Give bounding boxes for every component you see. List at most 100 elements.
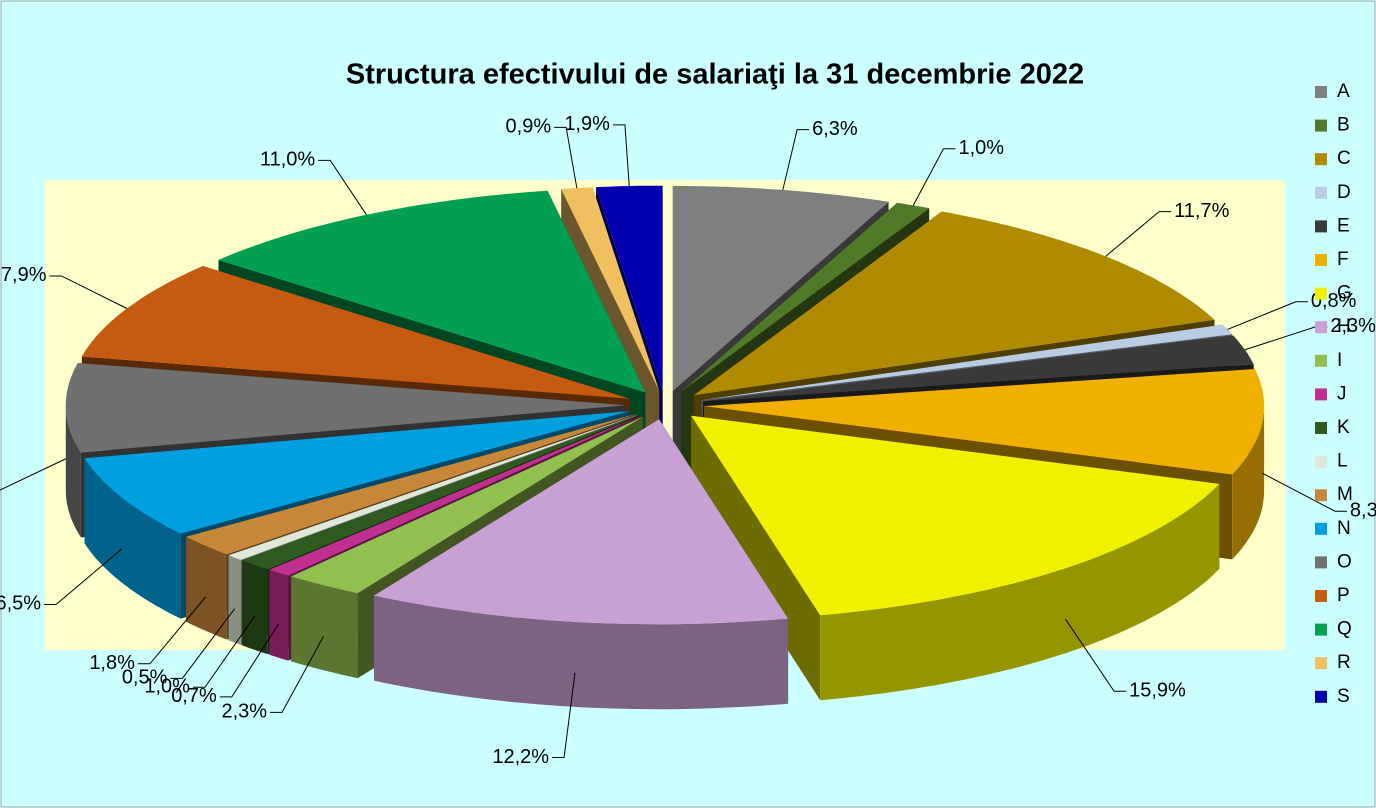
leader-line: [170, 608, 236, 679]
slice: [701, 324, 1233, 401]
slice-side: [228, 555, 241, 645]
legend-swatch: [1315, 287, 1327, 300]
leader-line: [912, 148, 956, 206]
legend-label: E: [1337, 215, 1350, 236]
legend-swatch: [1315, 623, 1327, 636]
slice-side: [84, 458, 181, 619]
leader-line: [137, 596, 207, 665]
pie: [65, 185, 1265, 710]
legend-label: H: [1337, 316, 1351, 337]
slice: [228, 415, 637, 560]
leader-line: [782, 129, 810, 191]
legend-swatch: [1315, 220, 1327, 233]
data-label: 2,3%: [221, 701, 267, 723]
leader-line: [192, 615, 256, 688]
legend-label: J: [1337, 383, 1347, 404]
slice-side: [186, 536, 227, 640]
data-label: 6,5%: [0, 593, 41, 615]
data-label: 6,3%: [812, 118, 858, 140]
legend-label: G: [1337, 283, 1352, 304]
legend-label: C: [1337, 148, 1351, 169]
slice-side: [1232, 406, 1265, 560]
data-label: 0,5%: [122, 667, 168, 689]
slice-side: [291, 576, 358, 679]
legend-swatch: [1315, 354, 1327, 367]
data-label: 7,9%: [1, 264, 47, 286]
legend-swatch: [1315, 690, 1327, 703]
data-label: 1,9%: [564, 113, 610, 135]
legend-swatch: [1315, 186, 1327, 199]
legend-swatch: [1315, 119, 1327, 132]
slice: [291, 416, 643, 594]
slice-side: [269, 569, 289, 661]
leader-line: [554, 126, 578, 189]
legend-swatch: [1315, 489, 1327, 502]
data-label: 1,8%: [89, 652, 135, 674]
data-label: 8,3%: [1350, 500, 1376, 522]
legend-swatch: [1315, 422, 1327, 434]
legend-label: R: [1337, 652, 1351, 673]
slice: [84, 411, 630, 534]
data-label: 12,2%: [492, 746, 549, 768]
labels: 6,3%1,0%11,7%0,8%2,3%8,3%15,9%12,2%2,3%0…: [0, 113, 1376, 768]
slice: [81, 266, 630, 399]
legend-label: M: [1337, 484, 1353, 505]
legend-swatch: [1315, 657, 1327, 670]
legend-swatch: [1315, 321, 1327, 334]
leader-line: [44, 548, 123, 605]
chart-title: Structura efectivului de salariaţi la 31…: [346, 59, 1084, 91]
slice-side: [820, 483, 1220, 701]
leader-line: [0, 458, 67, 491]
slice: [704, 369, 1265, 475]
leader-line: [49, 275, 128, 309]
slice: [374, 419, 789, 625]
legend-swatch: [1315, 455, 1327, 468]
leader-line: [318, 159, 367, 216]
leader-line: [1105, 211, 1172, 257]
slice: [693, 211, 1215, 396]
legend-label: A: [1337, 81, 1350, 102]
slice-side: [65, 405, 81, 538]
leader-line: [219, 623, 280, 698]
leader-line: [270, 636, 324, 713]
data-label: 0,9%: [506, 116, 552, 138]
data-label: 11,7%: [1174, 200, 1229, 222]
legend-swatch: [1315, 86, 1327, 98]
legend-label: N: [1337, 518, 1351, 539]
legend-label: Q: [1337, 619, 1352, 640]
slice: [596, 185, 663, 391]
data-label: 15,9%: [1129, 680, 1186, 702]
slice: [681, 202, 930, 392]
slice: [218, 190, 646, 393]
legend-label: O: [1337, 551, 1352, 572]
data-label: 1,0%: [144, 676, 190, 698]
leader-line: [1262, 472, 1347, 512]
slice: [702, 335, 1254, 402]
data-label: 2,3%: [1330, 315, 1376, 337]
slice-side: [374, 595, 789, 710]
legend-swatch: [1315, 556, 1327, 569]
data-label: 11,0%: [260, 149, 315, 171]
legend-swatch: [1315, 388, 1327, 401]
slice: [65, 363, 626, 453]
legend-swatch: [1315, 254, 1327, 266]
slice: [672, 185, 889, 391]
slice: [269, 416, 640, 576]
legend-label: I: [1337, 350, 1342, 371]
legend-swatch: [1315, 590, 1327, 602]
slice: [561, 187, 660, 391]
leader-line: [1227, 301, 1308, 330]
legend-label: S: [1337, 686, 1350, 707]
leader-line: [612, 124, 630, 187]
legend-label: P: [1337, 585, 1350, 606]
legend-label: K: [1337, 417, 1350, 438]
leader-line: [1065, 618, 1127, 692]
legend-swatch: [1315, 522, 1327, 535]
data-label: 0,7%: [171, 685, 217, 707]
legend-swatch: [1315, 153, 1327, 166]
legend-label: F: [1337, 249, 1349, 270]
leader-line: [552, 672, 576, 759]
slice-side: [242, 560, 268, 655]
legend-label: D: [1337, 182, 1351, 203]
